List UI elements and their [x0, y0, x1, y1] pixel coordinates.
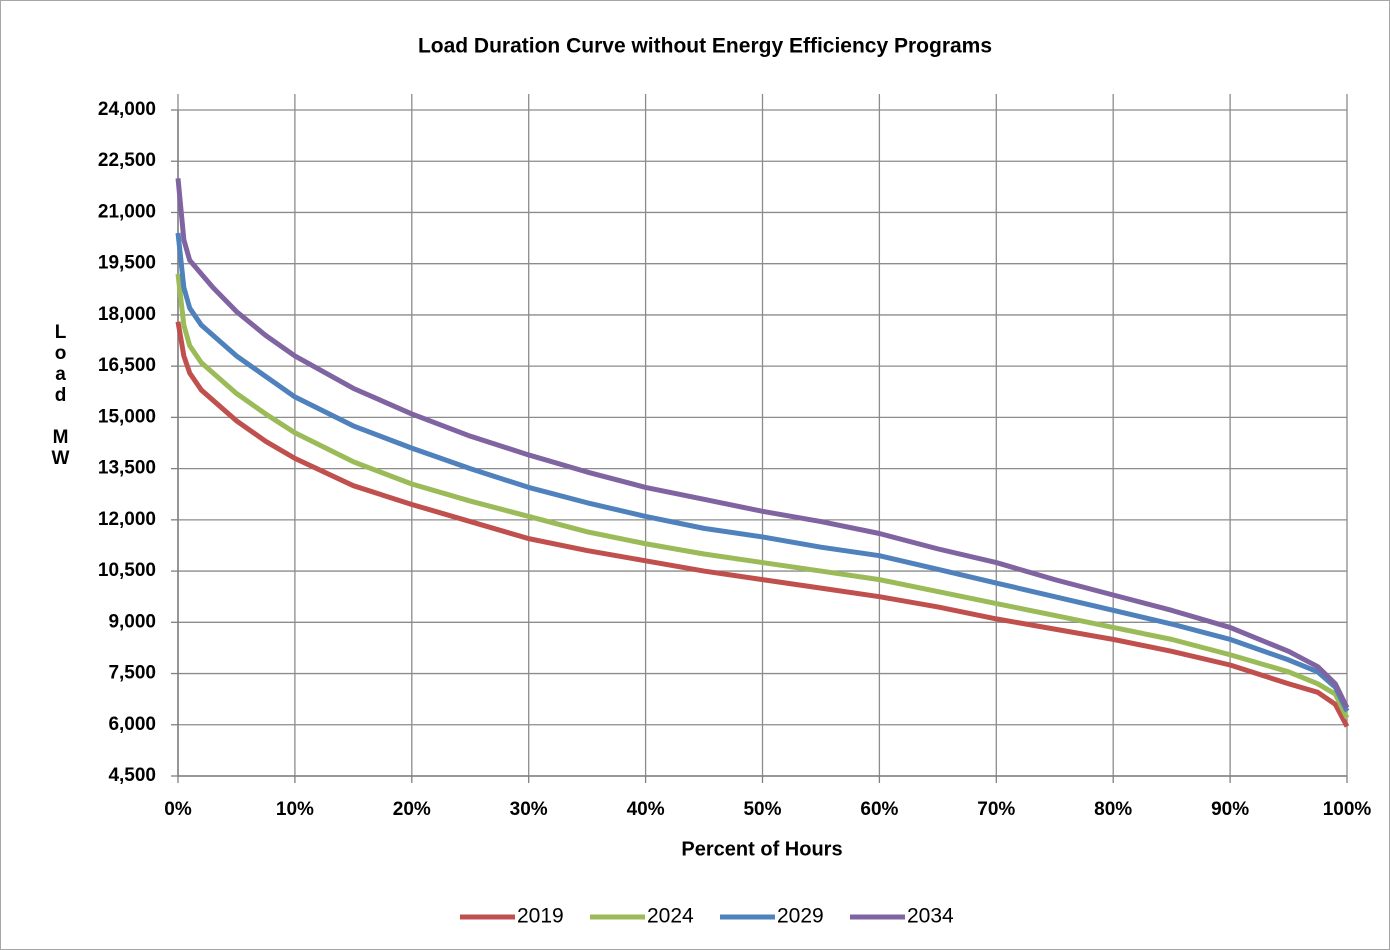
x-tick-label: 90% — [1211, 799, 1249, 820]
y-tick-label: 4,500 — [108, 765, 156, 786]
legend-label: 2024 — [647, 905, 694, 928]
legend-label: 2019 — [517, 905, 564, 928]
y-tick-label: 12,000 — [98, 509, 156, 530]
y-axis-label: Load MW — [50, 322, 71, 469]
legend-label: 2029 — [777, 905, 824, 928]
x-tick-label: 30% — [510, 799, 548, 820]
x-tick-label: 60% — [860, 799, 898, 820]
series-line — [175, 321, 1350, 728]
x-tick-label: 100% — [1323, 799, 1372, 820]
x-axis-label: Percent of Hours — [681, 838, 842, 860]
x-tick-label: 70% — [977, 799, 1015, 820]
y-tick-label: 21,000 — [98, 201, 156, 222]
series-line — [175, 178, 1350, 709]
y-tick-label: 15,000 — [98, 406, 156, 427]
y-tick-label: 9,000 — [108, 611, 156, 632]
x-tick-label: 80% — [1094, 799, 1132, 820]
x-tick-label: 0% — [164, 799, 192, 820]
series-line — [175, 232, 1350, 713]
y-tick-label: 6,000 — [108, 714, 156, 735]
y-tick-label: 16,500 — [98, 355, 156, 376]
x-tick-label: 10% — [276, 799, 314, 820]
x-tick-label: 40% — [627, 799, 665, 820]
legend-label: 2034 — [907, 905, 954, 928]
y-tick-label: 7,500 — [108, 663, 156, 684]
chart-title: Load Duration Curve without Energy Effic… — [418, 35, 992, 58]
y-tick-label: 18,000 — [98, 304, 156, 325]
y-tick-label: 19,500 — [98, 253, 156, 274]
x-tick-label: 20% — [393, 799, 431, 820]
y-tick-label: 13,500 — [98, 458, 156, 479]
y-tick-label: 24,000 — [98, 99, 156, 120]
y-tick-label: 22,500 — [98, 150, 156, 171]
x-tick-label: 50% — [743, 799, 781, 820]
y-tick-label: 10,500 — [98, 560, 156, 581]
series-line — [175, 273, 1350, 720]
